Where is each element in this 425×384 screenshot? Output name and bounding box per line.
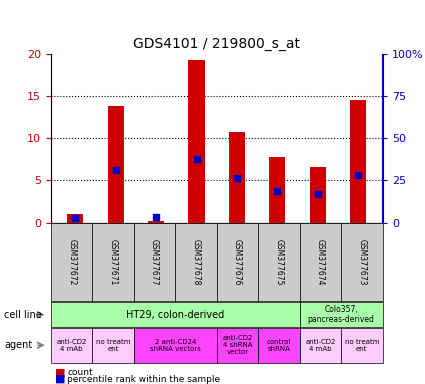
Text: cell line: cell line	[4, 310, 42, 320]
Text: GSM377676: GSM377676	[233, 239, 242, 285]
Text: GSM377678: GSM377678	[192, 239, 201, 285]
Bar	[310, 167, 326, 223]
Text: Colo357,
pancreas-derived: Colo357, pancreas-derived	[308, 305, 374, 324]
Text: HT29, colon-derived: HT29, colon-derived	[126, 310, 224, 320]
Text: GSM377675: GSM377675	[275, 239, 283, 285]
Bar	[269, 157, 286, 223]
Text: no treatm
ent: no treatm ent	[345, 339, 379, 352]
Text: no treatm
ent: no treatm ent	[96, 339, 130, 352]
Text: GSM377677: GSM377677	[150, 239, 159, 285]
Text: agent: agent	[4, 340, 32, 350]
Text: anti-CD2
4 mAb: anti-CD2 4 mAb	[305, 339, 335, 352]
Text: control
shRNA: control shRNA	[267, 339, 291, 352]
Text: count: count	[67, 368, 93, 377]
Bar	[350, 100, 366, 223]
Bar	[67, 214, 83, 223]
Text: anti-CD2
4 mAb: anti-CD2 4 mAb	[57, 339, 87, 352]
Text: GSM377673: GSM377673	[357, 239, 366, 285]
Text: anti-CD2
4 shRNA
vector: anti-CD2 4 shRNA vector	[222, 335, 252, 355]
Text: GSM377674: GSM377674	[316, 239, 325, 285]
Bar	[188, 60, 204, 223]
Bar	[108, 106, 124, 223]
Text: percentile rank within the sample: percentile rank within the sample	[67, 374, 220, 384]
Text: GSM377671: GSM377671	[109, 239, 118, 285]
Text: GSM377672: GSM377672	[67, 239, 76, 285]
Title: GDS4101 / 219800_s_at: GDS4101 / 219800_s_at	[133, 37, 300, 51]
Text: ■: ■	[55, 374, 66, 384]
Bar	[229, 132, 245, 223]
Text: ■: ■	[55, 367, 66, 377]
Bar	[148, 221, 164, 223]
Text: 2 anti-CD24
shRNA vectors: 2 anti-CD24 shRNA vectors	[150, 339, 201, 352]
